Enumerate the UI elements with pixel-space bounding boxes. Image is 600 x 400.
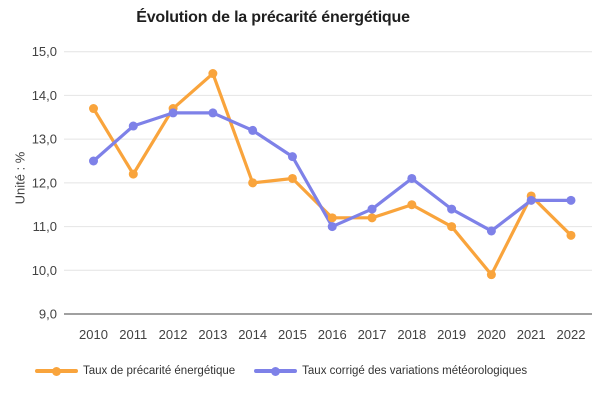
x-tick-label: 2015: [278, 327, 307, 342]
data-point-series1-2010[interactable]: [89, 156, 98, 166]
legend-label-taux-corrige: Taux corrigé des variations météorologiq…: [302, 365, 528, 377]
data-point-series1-2020[interactable]: [486, 226, 496, 236]
data-point-series0-2013[interactable]: [208, 69, 218, 79]
y-tick-label: 9,0: [39, 307, 57, 322]
y-tick-label: 13,0: [32, 132, 57, 147]
chart-title: Évolution de la précarité énergétique: [136, 9, 410, 26]
y-tick-label: 10,0: [32, 263, 57, 278]
x-tick-label: 2021: [517, 327, 546, 342]
x-tick-label: 2019: [437, 327, 466, 342]
data-point-series0-2010[interactable]: [89, 104, 98, 114]
x-tick-label: 2012: [159, 327, 188, 342]
x-tick-label: 2018: [397, 327, 426, 342]
x-tick-label: 2017: [358, 327, 387, 342]
data-point-series1-2014[interactable]: [248, 125, 258, 135]
data-point-series1-2021[interactable]: [526, 195, 536, 205]
data-point-series1-2018[interactable]: [407, 173, 417, 183]
data-point-series0-2015[interactable]: [287, 173, 297, 183]
data-point-series1-2013[interactable]: [208, 108, 218, 118]
y-tick-label: 11,0: [33, 219, 57, 234]
legend-swatch-purple-line-icon: [254, 363, 298, 379]
data-point-series1-2012[interactable]: [168, 108, 178, 118]
data-point-series0-2018[interactable]: [407, 200, 417, 210]
data-point-series0-2020[interactable]: [486, 270, 496, 280]
x-tick-label: 2014: [238, 327, 267, 342]
legend-item-taux-corrige[interactable]: Taux corrigé des variations météorologiq…: [254, 363, 527, 379]
x-tick-label: 2011: [119, 327, 147, 342]
x-tick-label: 2013: [198, 327, 227, 342]
series-line-1: [91, 111, 573, 233]
data-point-series1-2016[interactable]: [327, 222, 337, 232]
data-point-series0-2016[interactable]: [327, 213, 337, 223]
data-point-series0-2011[interactable]: [128, 169, 138, 179]
y-tick-label: 15,0: [32, 44, 57, 59]
legend-item-taux-precarite[interactable]: Taux de précarité énergétique: [35, 363, 235, 379]
data-point-series0-2014[interactable]: [248, 178, 258, 188]
data-point-series1-2017[interactable]: [367, 204, 377, 214]
data-point-series0-2022[interactable]: [566, 230, 576, 240]
x-tick-label: 2016: [318, 327, 347, 342]
x-tick-label: 2020: [477, 327, 506, 342]
data-point-series1-2011[interactable]: [128, 121, 138, 131]
y-tick-label: 14,0: [32, 88, 57, 103]
x-tick-label: 2022: [557, 327, 586, 342]
data-point-series1-2015[interactable]: [287, 152, 297, 162]
series-line-0: [91, 71, 573, 277]
legend-swatch-orange-line-icon: [35, 363, 78, 379]
legend-label-taux-precarite: Taux de précarité énergétique: [83, 365, 236, 377]
data-point-series1-2019[interactable]: [447, 204, 457, 214]
legend: Taux de précarité énergétique Taux corri…: [35, 363, 527, 379]
data-point-series1-2022[interactable]: [566, 195, 576, 205]
data-point-series0-2017[interactable]: [367, 213, 377, 223]
data-point-series0-2019[interactable]: [447, 222, 457, 232]
x-tick-label: 2010: [79, 327, 108, 342]
y-tick-label: 12,0: [32, 175, 57, 190]
